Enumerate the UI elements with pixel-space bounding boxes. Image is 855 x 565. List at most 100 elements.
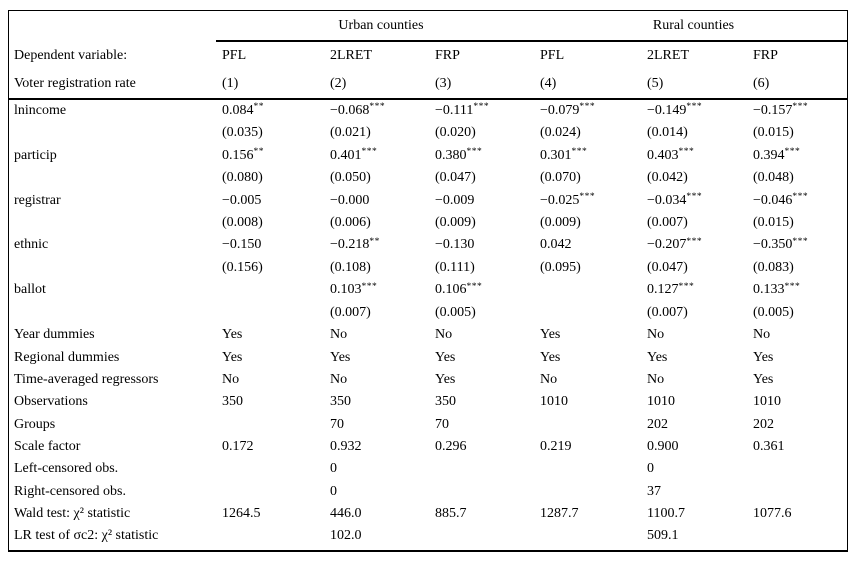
info-row-value: 509.1 bbox=[647, 528, 679, 544]
coefficient-cell: −0.025*** (0.009) bbox=[540, 190, 647, 235]
standard-error: (0.024) bbox=[540, 125, 581, 141]
coefficient-value: −0.218 bbox=[330, 237, 370, 253]
coefficient-line: −0.149*** bbox=[647, 100, 753, 122]
coefficient-value: 0.301 bbox=[540, 147, 572, 163]
coefficient-cell: 0.106*** (0.005) bbox=[435, 279, 540, 324]
coefficient-value: 0.042 bbox=[540, 237, 572, 253]
standard-error: (0.005) bbox=[753, 304, 794, 320]
info-row-value: 37 bbox=[647, 483, 661, 499]
info-row-label: Scale factor bbox=[14, 438, 81, 454]
column-dep-var-header: FRP bbox=[753, 48, 778, 63]
standard-error: (0.108) bbox=[330, 259, 371, 275]
significance-stars: *** bbox=[361, 147, 378, 158]
standard-error: (0.007) bbox=[330, 304, 371, 320]
significance-stars: *** bbox=[678, 147, 695, 158]
coefficient-line: 0.380*** bbox=[435, 145, 540, 167]
standard-error: (0.015) bbox=[753, 215, 794, 231]
coefficient-line: −0.000 bbox=[330, 190, 435, 212]
info-row-value: No bbox=[330, 327, 348, 343]
standard-error: (0.083) bbox=[753, 259, 794, 275]
coefficient-row: registrar −0.005 (0.008) −0.000 (0.006) −0.00… bbox=[9, 190, 847, 235]
coefficient-value: −0.157 bbox=[753, 103, 793, 118]
coefficient-cell: −0.046*** (0.015) bbox=[753, 190, 847, 235]
info-row-value: Yes bbox=[435, 371, 456, 387]
coefficient-line: −0.157*** bbox=[753, 100, 847, 122]
info-row-value: 885.7 bbox=[435, 505, 467, 521]
info-row-value: 446.0 bbox=[330, 505, 362, 521]
coefficient-row: particip 0.156** (0.080) 0.401*** (0.050) 0.3… bbox=[9, 145, 847, 190]
info-row-value: 350 bbox=[330, 394, 351, 410]
info-row: Regional dummies Yes Yes Yes Yes Yes Yes bbox=[9, 346, 847, 368]
group-header-row: Urban counties Rural counties bbox=[9, 11, 847, 40]
coefficient-value: −0.130 bbox=[435, 237, 475, 253]
group-header-urban-counties: Urban counties bbox=[338, 17, 424, 33]
column-number-row: Voter registration rate (1) (2) (3) (4) (5) (… bbox=[9, 70, 847, 98]
dependent-variable-label: Dependent variable: bbox=[14, 48, 128, 63]
significance-stars: *** bbox=[571, 147, 588, 158]
coefficient-line: −0.046*** bbox=[753, 190, 847, 212]
info-row: Groups 70 70 202 202 bbox=[9, 413, 847, 435]
coefficient-value: −0.034 bbox=[647, 192, 687, 208]
variable-name: ethnic bbox=[14, 237, 49, 253]
info-row-value: Yes bbox=[540, 349, 561, 365]
significance-stars: *** bbox=[466, 281, 483, 292]
variable-name: lnincome bbox=[14, 103, 67, 118]
info-row-value: 202 bbox=[753, 416, 774, 432]
coefficient-line: −0.130 bbox=[435, 234, 540, 256]
standard-error: (0.020) bbox=[435, 125, 476, 141]
coefficient-line: 0.084** bbox=[222, 100, 330, 122]
info-row-value: 1100.7 bbox=[647, 505, 685, 521]
standard-error: (0.095) bbox=[540, 259, 581, 275]
coefficient-row: ethnic −0.150 (0.156) −0.218** (0.108) −0.130… bbox=[9, 234, 847, 279]
coefficient-value: 0.380 bbox=[435, 147, 467, 163]
info-row: LR test of σc2: χ² statistic 102.0 509.1 bbox=[9, 525, 847, 547]
coefficient-line: −0.068*** bbox=[330, 100, 435, 122]
coefficient-cell: −0.350*** (0.083) bbox=[753, 234, 847, 279]
significance-stars: *** bbox=[579, 102, 596, 113]
coefficient-cell: −0.009 (0.009) bbox=[435, 190, 540, 235]
voter-registration-rate-label: Voter registration rate bbox=[14, 76, 136, 91]
coefficient-line: −0.150 bbox=[222, 234, 330, 256]
significance-stars: *** bbox=[466, 147, 483, 158]
regression-table: Urban counties Rural counties Dependent … bbox=[8, 10, 848, 552]
standard-error: (0.047) bbox=[435, 170, 476, 186]
info-row-value: Yes bbox=[753, 371, 774, 387]
coefficient-line: −0.350*** bbox=[753, 234, 847, 256]
coefficient-value: −0.150 bbox=[222, 237, 262, 253]
info-row-value: 1077.6 bbox=[753, 505, 792, 521]
significance-stars: *** bbox=[686, 191, 703, 202]
info-row-value: 0 bbox=[330, 461, 337, 477]
info-row-value: 1264.5 bbox=[222, 505, 261, 521]
info-row-value: No bbox=[753, 327, 771, 343]
coefficient-value: 0.133 bbox=[753, 282, 785, 298]
column-dep-var-header: 2LRET bbox=[330, 48, 372, 63]
standard-error: (0.111) bbox=[435, 259, 475, 275]
column-number-header: (1) bbox=[222, 76, 239, 91]
variable-name: registrar bbox=[14, 192, 61, 208]
info-row-value: 0.172 bbox=[222, 438, 254, 454]
coefficient-value: 0.084 bbox=[222, 103, 254, 118]
column-dep-var-header: FRP bbox=[435, 48, 460, 63]
significance-stars: *** bbox=[686, 236, 703, 247]
info-row-value: Yes bbox=[222, 349, 243, 365]
info-row-value: No bbox=[540, 371, 558, 387]
coefficient-line: −0.009 bbox=[435, 190, 540, 212]
coefficient-cell: −0.000 (0.006) bbox=[330, 190, 435, 235]
coefficient-line: 0.401*** bbox=[330, 145, 435, 167]
standard-error: (0.008) bbox=[222, 215, 263, 231]
standard-error: (0.015) bbox=[753, 125, 794, 141]
coefficient-line: −0.025*** bbox=[540, 190, 647, 212]
coefficient-line: 0.042 bbox=[540, 234, 647, 256]
info-row-label: Time-averaged regressors bbox=[14, 371, 159, 387]
info-row-value: 70 bbox=[435, 416, 449, 432]
column-dep-var-header: PFL bbox=[540, 48, 565, 63]
info-row-label: Regional dummies bbox=[14, 349, 120, 365]
coefficient-line: 0.133*** bbox=[753, 279, 847, 301]
info-row-value: No bbox=[222, 371, 240, 387]
info-row-value: 102.0 bbox=[330, 528, 362, 544]
coefficient-value: 0.127 bbox=[647, 282, 679, 298]
standard-error: (0.048) bbox=[753, 170, 794, 186]
standard-error: (0.009) bbox=[540, 215, 581, 231]
coefficient-cell: 0.084** (0.035) bbox=[222, 100, 330, 145]
coefficient-line: −0.111*** bbox=[435, 100, 540, 122]
